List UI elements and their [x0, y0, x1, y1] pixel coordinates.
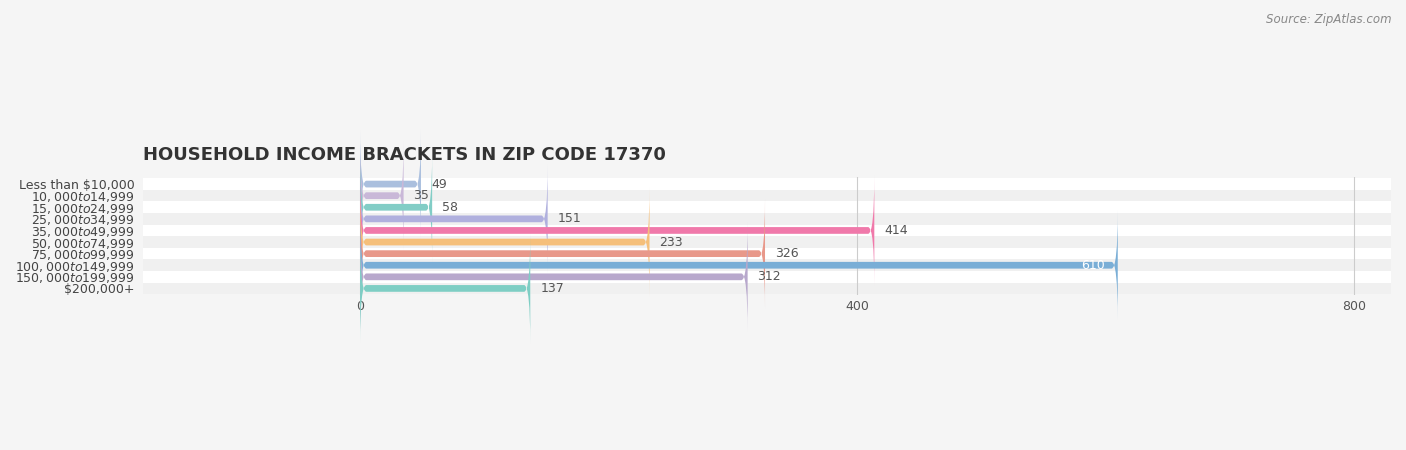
Text: 610: 610	[1081, 259, 1105, 272]
FancyBboxPatch shape	[360, 176, 875, 285]
Text: Source: ZipAtlas.com: Source: ZipAtlas.com	[1267, 14, 1392, 27]
Bar	[143, 190, 1391, 202]
FancyBboxPatch shape	[360, 199, 765, 308]
Bar	[143, 225, 1391, 236]
Bar	[143, 283, 1391, 294]
FancyBboxPatch shape	[360, 141, 404, 250]
Bar	[143, 271, 1391, 283]
Text: 312: 312	[758, 270, 782, 284]
Text: 326: 326	[775, 247, 799, 260]
FancyBboxPatch shape	[360, 164, 548, 274]
Bar	[143, 260, 1391, 271]
FancyBboxPatch shape	[360, 222, 748, 332]
Text: 414: 414	[884, 224, 908, 237]
Text: 233: 233	[659, 235, 683, 248]
FancyBboxPatch shape	[360, 153, 432, 262]
FancyBboxPatch shape	[360, 211, 1118, 320]
Text: 151: 151	[558, 212, 581, 225]
Bar	[143, 248, 1391, 260]
Text: 58: 58	[441, 201, 458, 214]
Bar	[143, 202, 1391, 213]
FancyBboxPatch shape	[360, 130, 420, 238]
Text: 137: 137	[540, 282, 564, 295]
Text: 35: 35	[413, 189, 429, 202]
Text: 49: 49	[430, 178, 447, 191]
Bar	[143, 178, 1391, 190]
FancyBboxPatch shape	[360, 188, 650, 297]
Bar	[143, 213, 1391, 225]
FancyBboxPatch shape	[360, 234, 530, 343]
Bar	[143, 236, 1391, 248]
Text: HOUSEHOLD INCOME BRACKETS IN ZIP CODE 17370: HOUSEHOLD INCOME BRACKETS IN ZIP CODE 17…	[143, 146, 665, 164]
